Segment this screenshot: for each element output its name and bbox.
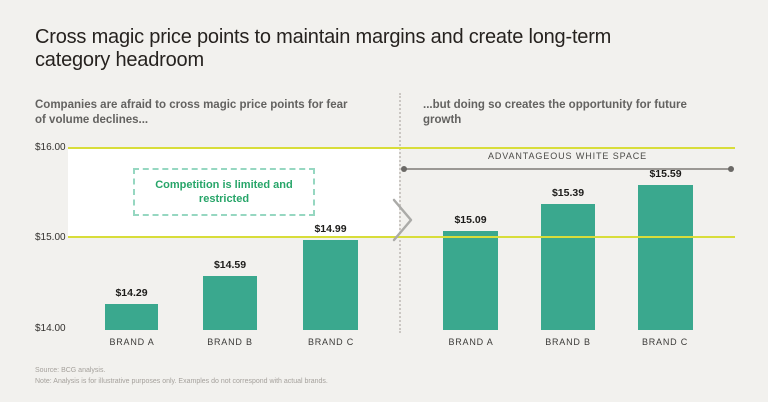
bar-value-label: $15.09 <box>454 214 487 226</box>
bar-column-future-brand-c: $15.59 <box>638 168 693 330</box>
brand-axis-label: BRAND C <box>641 337 689 347</box>
magic-price-line-15 <box>68 236 735 238</box>
whitespace-range-line <box>401 166 734 172</box>
footer-notes: Source: BCG analysis. Note: Analysis is … <box>35 366 328 387</box>
bar-rect <box>105 304 158 330</box>
magic-price-line-16 <box>68 147 735 149</box>
chevron-right-icon <box>392 198 413 242</box>
bar-value-label: $15.59 <box>649 168 682 180</box>
bar-rect <box>541 204 595 330</box>
right-panel-heading: ...but doing so creates the opportunity … <box>423 99 687 126</box>
brand-axis-label: BRAND B <box>207 337 253 347</box>
bar-column-current-brand-a: $14.29 <box>105 287 158 330</box>
page-title: Cross magic price points to maintain mar… <box>35 26 612 71</box>
brand-axis-label: BRAND A <box>109 337 155 347</box>
bar-rect <box>638 185 693 330</box>
bar-rect <box>443 231 498 330</box>
bar-column-current-brand-b: $14.59 <box>203 259 257 330</box>
bar-value-label: $14.99 <box>314 223 347 235</box>
bar-column-current-brand-c: $14.99 <box>303 223 358 330</box>
bar-value-label: $15.39 <box>551 187 585 199</box>
y-axis-tick-15: $15.00 <box>35 232 66 243</box>
panel-divider <box>399 93 401 333</box>
y-axis-tick-14: $14.00 <box>35 323 66 334</box>
competition-callout-text: Competition is limited and restricted <box>155 179 293 205</box>
white-space-band <box>68 149 399 237</box>
bar-value-label: $14.59 <box>213 259 247 271</box>
brand-axis-label: BRAND C <box>307 337 355 347</box>
y-axis-tick-16: $16.00 <box>35 142 66 153</box>
bar-rect <box>303 240 358 330</box>
footer-source: Source: BCG analysis. <box>35 367 106 374</box>
footer-note: Note: Analysis is for illustrative purpo… <box>35 377 328 385</box>
bar-column-future-brand-a: $15.09 <box>443 214 498 330</box>
bar-column-future-brand-b: $15.39 <box>541 187 595 330</box>
bar-value-label: $14.29 <box>115 287 148 299</box>
left-panel-heading: Companies are afraid to cross magic pric… <box>35 99 348 126</box>
whitespace-label: ADVANTAGEOUS WHITE SPACE <box>487 151 648 161</box>
brand-axis-label: BRAND A <box>448 337 494 347</box>
bar-rect <box>203 276 257 330</box>
competition-callout: Competition is limited and restricted <box>133 168 315 216</box>
brand-axis-label: BRAND B <box>545 337 591 347</box>
